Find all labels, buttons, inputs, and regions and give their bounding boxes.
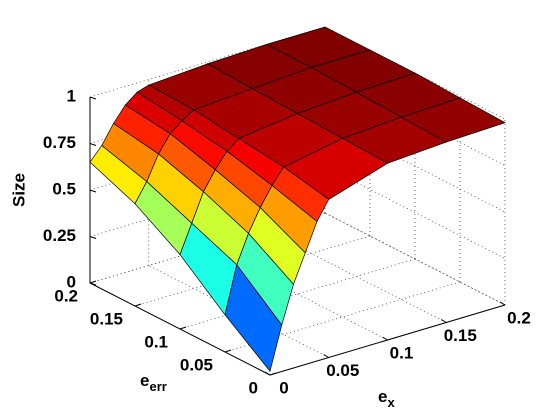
z-tick-label: 0.75 <box>43 133 76 152</box>
x-tick-label: 0.05 <box>326 361 359 380</box>
y-tick-label: 0.1 <box>144 332 168 351</box>
x-axis-label-main: e <box>378 387 387 406</box>
y-tick-label: 0.2 <box>54 286 78 305</box>
z-axis-label: Size <box>9 173 28 207</box>
y-tick <box>89 280 97 284</box>
grid-line <box>148 265 329 358</box>
y-tick <box>179 326 187 330</box>
y-tick <box>269 372 277 376</box>
x-tick <box>382 336 388 341</box>
x-tick <box>264 371 271 376</box>
grid-line <box>324 26 506 120</box>
grid-line <box>324 166 506 259</box>
x-tick <box>499 301 506 306</box>
grid-line <box>179 258 416 330</box>
grid-line <box>134 235 371 307</box>
axes: 00.250.50.75100.050.10.150.200.050.10.15… <box>43 86 531 397</box>
x-axis-label: ex <box>378 387 395 410</box>
grid-line <box>324 119 506 213</box>
z-tick <box>89 96 97 100</box>
z-tick-label: 0.5 <box>52 179 76 198</box>
grid-line <box>324 212 506 306</box>
x-tick <box>323 354 330 358</box>
x-tick-label: 0.2 <box>507 308 531 327</box>
y-axis-label-main: e <box>140 371 149 390</box>
z-tick <box>89 236 97 239</box>
y-axis-label: eerr <box>140 371 167 394</box>
y-tick <box>224 349 232 353</box>
grid-line <box>324 212 506 306</box>
grid-line <box>324 73 506 166</box>
surface <box>89 26 506 373</box>
x-tick-label: 0 <box>279 378 288 397</box>
surface-patch <box>224 263 283 373</box>
z-tick-label: 1 <box>67 86 76 105</box>
z-tick <box>89 282 97 286</box>
y-tick-label: 0 <box>249 378 258 397</box>
z-tick-label: 0 <box>67 272 76 291</box>
y-axis-label-sub: err <box>149 379 166 394</box>
x-tick-label: 0.1 <box>390 343 414 362</box>
y-tick-label: 0.05 <box>180 355 213 374</box>
x-tick-label: 0.15 <box>444 326 477 345</box>
y-tick-label: 0.15 <box>90 309 123 328</box>
z-tick <box>89 143 97 146</box>
x-axis-label-sub: x <box>387 395 395 410</box>
z-tick <box>89 189 97 193</box>
y-tick <box>134 303 142 307</box>
z-tick-label: 0.25 <box>43 226 76 245</box>
x-tick <box>440 319 447 323</box>
